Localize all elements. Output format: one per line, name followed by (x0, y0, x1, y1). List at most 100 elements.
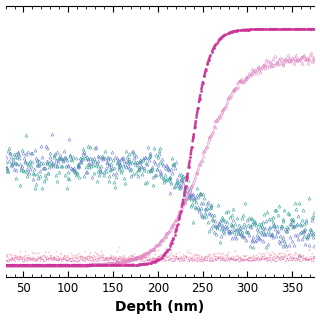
Point (177, 257, 182, 262)
Point (202, 255, 207, 260)
Point (283, 252, 288, 258)
Point (158, 255, 163, 260)
Point (179, 255, 184, 260)
Point (275, 255, 280, 260)
Point (148, 258, 154, 263)
Point (44, 255, 50, 260)
Point (306, 246, 311, 252)
Point (21, 254, 26, 259)
Point (236, 254, 241, 259)
Point (178, 258, 183, 263)
Point (220, 255, 225, 260)
Point (296, 257, 301, 262)
Point (118, 257, 123, 262)
Point (113, 256, 118, 261)
Point (77, 257, 82, 262)
Point (72, 258, 77, 263)
Point (191, 258, 196, 263)
Point (149, 256, 154, 261)
Point (7, 258, 12, 263)
Point (49, 253, 54, 258)
Point (276, 250, 281, 255)
Point (278, 256, 284, 261)
Point (309, 251, 315, 256)
Point (254, 257, 260, 262)
Point (215, 256, 220, 261)
Point (34, 257, 39, 262)
Point (85, 254, 91, 259)
Point (158, 258, 164, 263)
Point (131, 255, 136, 260)
Point (52, 254, 57, 259)
Point (97, 258, 102, 263)
Point (225, 251, 230, 256)
Point (262, 252, 267, 257)
Point (300, 254, 305, 259)
Point (15, 257, 20, 262)
Point (41, 258, 46, 263)
Point (286, 251, 291, 256)
Point (306, 256, 311, 261)
Point (201, 257, 206, 262)
Point (284, 257, 289, 262)
Point (94, 258, 99, 263)
Point (266, 256, 271, 261)
Point (147, 250, 152, 255)
Point (142, 254, 147, 259)
Point (302, 257, 307, 262)
Point (165, 248, 170, 253)
Point (129, 253, 134, 258)
Point (136, 252, 141, 257)
Point (69, 253, 74, 258)
Point (5, 258, 11, 263)
Point (52, 255, 57, 260)
Point (239, 256, 244, 261)
Point (88, 258, 93, 263)
Point (35, 256, 40, 261)
Point (101, 256, 107, 261)
Point (233, 256, 238, 261)
Point (212, 257, 217, 262)
Point (90, 254, 95, 260)
Point (257, 254, 262, 260)
Point (85, 255, 90, 260)
Point (78, 253, 83, 258)
Point (56, 256, 61, 261)
Point (260, 256, 266, 261)
Point (251, 257, 256, 262)
Point (96, 256, 101, 261)
Point (160, 251, 165, 256)
Point (129, 252, 134, 258)
Point (219, 258, 224, 263)
Point (133, 255, 138, 260)
Point (246, 255, 252, 260)
Point (290, 258, 295, 263)
Point (11, 258, 16, 263)
Point (72, 258, 77, 263)
Point (5, 253, 10, 258)
Point (133, 253, 138, 258)
Point (254, 256, 259, 261)
Point (50, 255, 55, 260)
Point (127, 254, 132, 259)
Point (292, 255, 297, 260)
Point (50, 255, 55, 260)
Point (6, 258, 11, 263)
Point (227, 256, 232, 261)
Point (125, 256, 131, 261)
Point (160, 253, 165, 259)
Point (298, 254, 303, 259)
Point (247, 255, 252, 260)
Point (16, 254, 21, 259)
Point (164, 254, 169, 260)
Point (190, 256, 195, 261)
Point (189, 251, 194, 256)
Point (303, 257, 308, 262)
Point (168, 256, 173, 261)
Point (55, 254, 60, 259)
Point (213, 254, 218, 259)
Point (29, 254, 34, 259)
Point (196, 252, 201, 257)
Point (148, 256, 154, 261)
Point (230, 254, 235, 259)
